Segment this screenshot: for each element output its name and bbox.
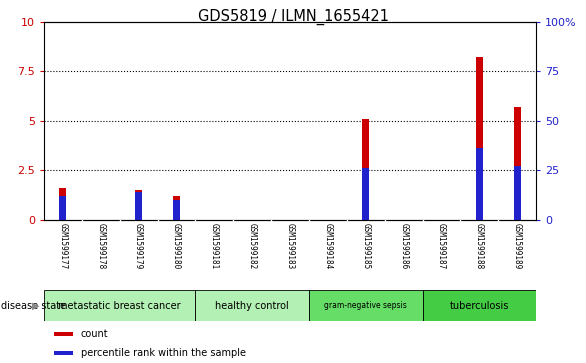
Text: GSM1599186: GSM1599186 — [399, 223, 408, 269]
Text: tuberculosis: tuberculosis — [449, 301, 509, 311]
Text: GDS5819 / ILMN_1655421: GDS5819 / ILMN_1655421 — [197, 9, 389, 25]
Bar — [476, 148, 483, 220]
Text: GSM1599180: GSM1599180 — [172, 223, 181, 269]
Bar — [54, 351, 73, 355]
Text: ▶: ▶ — [32, 301, 40, 311]
Bar — [362, 168, 369, 220]
Bar — [173, 200, 180, 220]
Bar — [135, 190, 142, 220]
Bar — [362, 119, 369, 220]
Text: disease state: disease state — [1, 301, 66, 311]
Text: healthy control: healthy control — [215, 301, 289, 311]
Text: metastatic breast cancer: metastatic breast cancer — [59, 301, 181, 311]
Bar — [476, 57, 483, 220]
Text: gram-negative sepsis: gram-negative sepsis — [325, 301, 407, 310]
Bar — [514, 107, 521, 220]
Bar — [195, 290, 309, 321]
Bar — [59, 188, 66, 220]
Bar — [423, 290, 536, 321]
Bar — [59, 196, 66, 220]
Text: GSM1599185: GSM1599185 — [362, 223, 370, 269]
Bar — [135, 192, 142, 220]
Text: GSM1599179: GSM1599179 — [134, 223, 143, 269]
Bar — [173, 196, 180, 220]
Text: GSM1599187: GSM1599187 — [437, 223, 446, 269]
Text: percentile rank within the sample: percentile rank within the sample — [81, 348, 246, 358]
Text: GSM1599183: GSM1599183 — [285, 223, 295, 269]
Text: GSM1599188: GSM1599188 — [475, 223, 484, 269]
Text: GSM1599177: GSM1599177 — [59, 223, 67, 269]
Bar — [309, 290, 423, 321]
Bar — [44, 290, 195, 321]
Text: GSM1599184: GSM1599184 — [323, 223, 332, 269]
Text: GSM1599181: GSM1599181 — [210, 223, 219, 269]
Bar — [514, 166, 521, 220]
Text: GSM1599189: GSM1599189 — [513, 223, 522, 269]
Bar — [54, 332, 73, 336]
Text: count: count — [81, 329, 108, 339]
Text: GSM1599182: GSM1599182 — [248, 223, 257, 269]
Text: GSM1599178: GSM1599178 — [96, 223, 105, 269]
